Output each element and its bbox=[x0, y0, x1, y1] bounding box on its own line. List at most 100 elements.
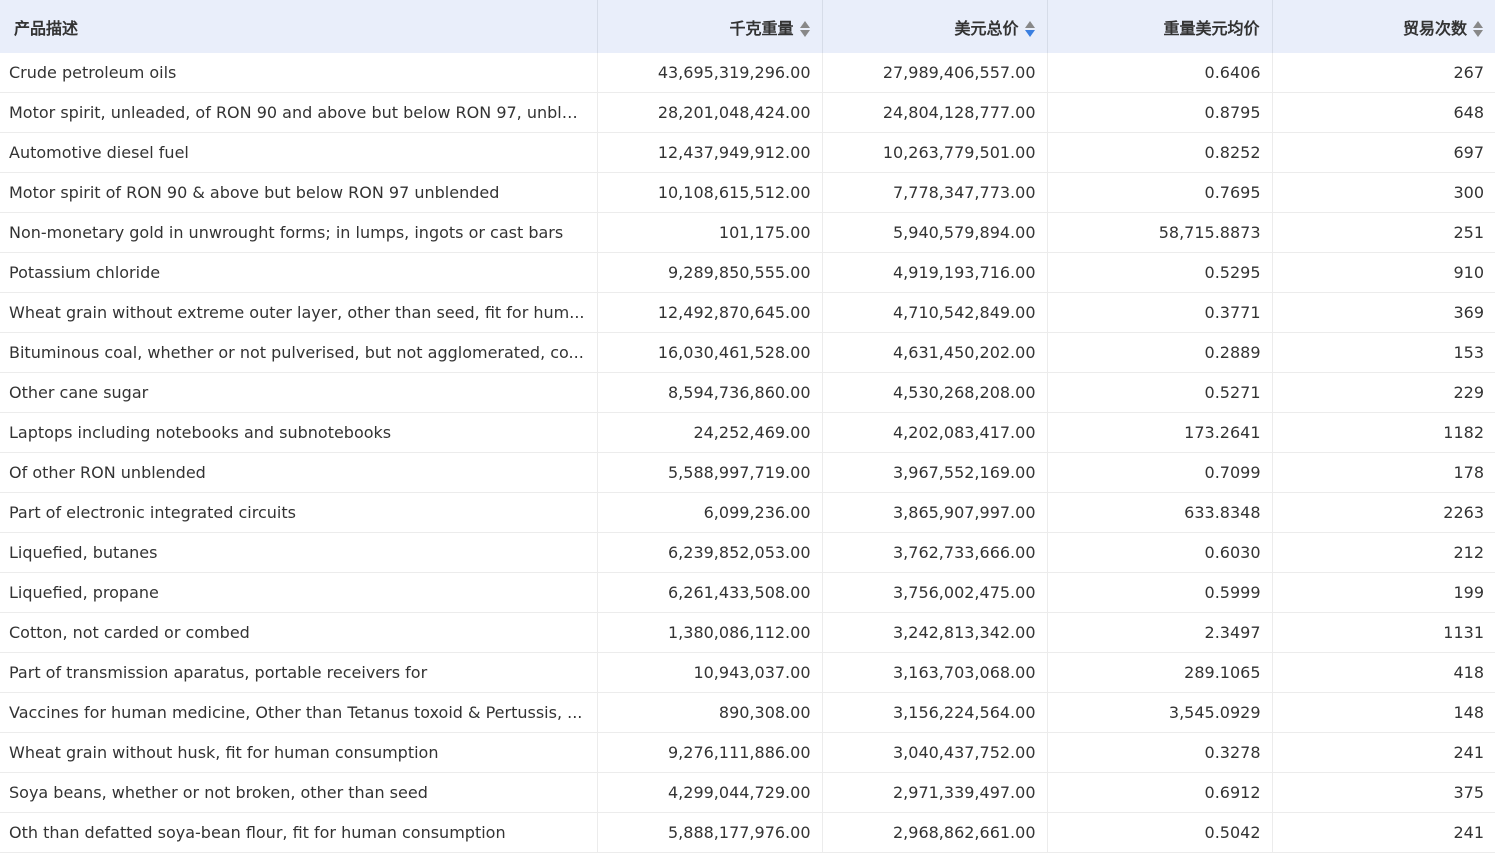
cell-avg-usd-per-kg: 0.7695 bbox=[1047, 172, 1273, 213]
cell-product-description: Cotton, not carded or combed bbox=[0, 612, 598, 653]
sort-icon[interactable] bbox=[799, 20, 810, 38]
cell-total-usd: 4,710,542,849.00 bbox=[822, 292, 1048, 333]
cell-total-usd: 10,263,779,501.00 bbox=[822, 132, 1048, 173]
cell-weight-kg: 12,492,870,645.00 bbox=[597, 292, 823, 333]
cell-trade-count: 369 bbox=[1272, 292, 1495, 333]
table-row[interactable]: Laptops including notebooks and subnoteb… bbox=[0, 412, 1495, 453]
table-row[interactable]: Potassium chloride 9,289,850,555.00 4,919,… bbox=[0, 252, 1495, 293]
cell-trade-count: 178 bbox=[1272, 452, 1495, 493]
column-header-trade-count[interactable]: 贸易次数 bbox=[1272, 0, 1495, 53]
sort-descending-icon[interactable] bbox=[1473, 30, 1483, 37]
cell-avg-usd-per-kg: 2.3497 bbox=[1047, 612, 1273, 653]
table-row[interactable]: Motor spirit of RON 90 & above but below… bbox=[0, 172, 1495, 213]
column-header-label: 产品描述 bbox=[14, 18, 79, 38]
cell-total-usd: 24,804,128,777.00 bbox=[822, 92, 1048, 133]
sort-descending-icon[interactable] bbox=[799, 30, 810, 37]
table-row[interactable]: Liquefied, propane 6,261,433,508.00 3,756,… bbox=[0, 572, 1495, 613]
cell-product-description: Other cane sugar bbox=[0, 372, 598, 413]
cell-total-usd: 4,202,083,417.00 bbox=[822, 412, 1048, 453]
cell-weight-kg: 10,943,037.00 bbox=[597, 652, 823, 693]
cell-avg-usd-per-kg: 0.2889 bbox=[1047, 332, 1273, 373]
table-row[interactable]: Oth than defatted soya-bean flour, fit f… bbox=[0, 812, 1495, 853]
cell-weight-kg: 6,239,852,053.00 bbox=[597, 532, 823, 573]
column-header-label: 重量美元均价 bbox=[1163, 18, 1260, 38]
table-row[interactable]: Of other RON unblended 5,588,997,719.00 3,… bbox=[0, 452, 1495, 493]
cell-total-usd: 3,865,907,997.00 bbox=[822, 492, 1048, 533]
table-row[interactable]: Automotive diesel fuel 12,437,949,912.00 1… bbox=[0, 132, 1495, 173]
cell-avg-usd-per-kg: 289.1065 bbox=[1047, 652, 1273, 693]
cell-total-usd: 7,778,347,773.00 bbox=[822, 172, 1048, 213]
table-row[interactable]: Wheat grain without husk, fit for human … bbox=[0, 732, 1495, 773]
table-row[interactable]: Part of electronic integrated circuits 6,… bbox=[0, 492, 1495, 533]
cell-weight-kg: 10,108,615,512.00 bbox=[597, 172, 823, 213]
cell-trade-count: 375 bbox=[1272, 772, 1495, 813]
cell-avg-usd-per-kg: 0.5295 bbox=[1047, 252, 1273, 293]
cell-total-usd: 4,530,268,208.00 bbox=[822, 372, 1048, 413]
cell-trade-count: 697 bbox=[1272, 132, 1495, 173]
table-row[interactable]: Cotton, not carded or combed 1,380,086,11… bbox=[0, 612, 1495, 653]
column-header-label: 美元总价 bbox=[954, 18, 1019, 38]
cell-trade-count: 418 bbox=[1272, 652, 1495, 693]
cell-product-description: Laptops including notebooks and subnoteb… bbox=[0, 412, 598, 453]
cell-total-usd: 27,989,406,557.00 bbox=[822, 53, 1048, 93]
cell-weight-kg: 6,099,236.00 bbox=[597, 492, 823, 533]
cell-weight-kg: 9,276,111,886.00 bbox=[597, 732, 823, 773]
table-row[interactable]: Bituminous coal, whether or not pulveris… bbox=[0, 332, 1495, 373]
column-header-weight-kg[interactable]: 千克重量 bbox=[597, 0, 823, 53]
table-row[interactable]: Non-monetary gold in unwrought forms; in… bbox=[0, 212, 1495, 253]
table-row[interactable]: Wheat grain without extreme outer layer,… bbox=[0, 292, 1495, 333]
cell-weight-kg: 6,261,433,508.00 bbox=[597, 572, 823, 613]
cell-weight-kg: 28,201,048,424.00 bbox=[597, 92, 823, 133]
cell-product-description: Vaccines for human medicine, Other than … bbox=[0, 692, 598, 733]
sort-ascending-icon[interactable] bbox=[1024, 21, 1035, 28]
cell-total-usd: 3,762,733,666.00 bbox=[822, 532, 1048, 573]
cell-weight-kg: 890,308.00 bbox=[597, 692, 823, 733]
cell-trade-count: 229 bbox=[1272, 372, 1495, 413]
cell-avg-usd-per-kg: 0.3278 bbox=[1047, 732, 1273, 773]
cell-total-usd: 3,242,813,342.00 bbox=[822, 612, 1048, 653]
sort-ascending-icon[interactable] bbox=[1473, 21, 1483, 28]
cell-product-description: Motor spirit, unleaded, of RON 90 and ab… bbox=[0, 92, 598, 133]
column-header-label: 贸易次数 bbox=[1402, 18, 1467, 38]
cell-product-description: Part of electronic integrated circuits bbox=[0, 492, 598, 533]
cell-avg-usd-per-kg: 0.3771 bbox=[1047, 292, 1273, 333]
cell-trade-count: 1131 bbox=[1272, 612, 1495, 653]
cell-product-description: Wheat grain without husk, fit for human … bbox=[0, 732, 598, 773]
cell-product-description: Bituminous coal, whether or not pulveris… bbox=[0, 332, 598, 373]
cell-trade-count: 153 bbox=[1272, 332, 1495, 373]
table-header: 产品描述 千克重量 美元总价 重量美元均价 贸易次数 bbox=[0, 0, 1495, 53]
column-header-avg-usd-per-kg: 重量美元均价 bbox=[1047, 0, 1273, 53]
cell-avg-usd-per-kg: 0.6406 bbox=[1047, 53, 1273, 93]
sort-descending-icon[interactable] bbox=[1024, 30, 1035, 37]
cell-avg-usd-per-kg: 58,715.8873 bbox=[1047, 212, 1273, 253]
cell-product-description: Liquefied, butanes bbox=[0, 532, 598, 573]
table-row[interactable]: Part of transmission aparatus, portable … bbox=[0, 652, 1495, 693]
cell-trade-count: 1182 bbox=[1272, 412, 1495, 453]
sort-icon[interactable] bbox=[1024, 20, 1035, 38]
column-header-product-description: 产品描述 bbox=[0, 0, 598, 53]
cell-avg-usd-per-kg: 173.2641 bbox=[1047, 412, 1273, 453]
cell-total-usd: 3,163,703,068.00 bbox=[822, 652, 1048, 693]
cell-avg-usd-per-kg: 0.8252 bbox=[1047, 132, 1273, 173]
sort-ascending-icon[interactable] bbox=[799, 21, 810, 28]
cell-weight-kg: 12,437,949,912.00 bbox=[597, 132, 823, 173]
cell-total-usd: 2,968,862,661.00 bbox=[822, 812, 1048, 853]
column-header-label: 千克重量 bbox=[729, 18, 794, 38]
table-row[interactable]: Crude petroleum oils 43,695,319,296.00 27,… bbox=[0, 53, 1495, 93]
cell-total-usd: 5,940,579,894.00 bbox=[822, 212, 1048, 253]
cell-product-description: Liquefied, propane bbox=[0, 572, 598, 613]
sort-icon[interactable] bbox=[1473, 20, 1483, 38]
cell-trade-count: 148 bbox=[1272, 692, 1495, 733]
table-row[interactable]: Soya beans, whether or not broken, other… bbox=[0, 772, 1495, 813]
column-header-total-usd[interactable]: 美元总价 bbox=[822, 0, 1048, 53]
table-row[interactable]: Motor spirit, unleaded, of RON 90 and ab… bbox=[0, 92, 1495, 133]
table-row[interactable]: Other cane sugar 8,594,736,860.00 4,530,26… bbox=[0, 372, 1495, 413]
cell-trade-count: 300 bbox=[1272, 172, 1495, 213]
cell-total-usd: 3,156,224,564.00 bbox=[822, 692, 1048, 733]
cell-avg-usd-per-kg: 0.6030 bbox=[1047, 532, 1273, 573]
cell-total-usd: 3,967,552,169.00 bbox=[822, 452, 1048, 493]
cell-avg-usd-per-kg: 0.6912 bbox=[1047, 772, 1273, 813]
table-row[interactable]: Vaccines for human medicine, Other than … bbox=[0, 692, 1495, 733]
table-row[interactable]: Liquefied, butanes 6,239,852,053.00 3,762,… bbox=[0, 532, 1495, 573]
